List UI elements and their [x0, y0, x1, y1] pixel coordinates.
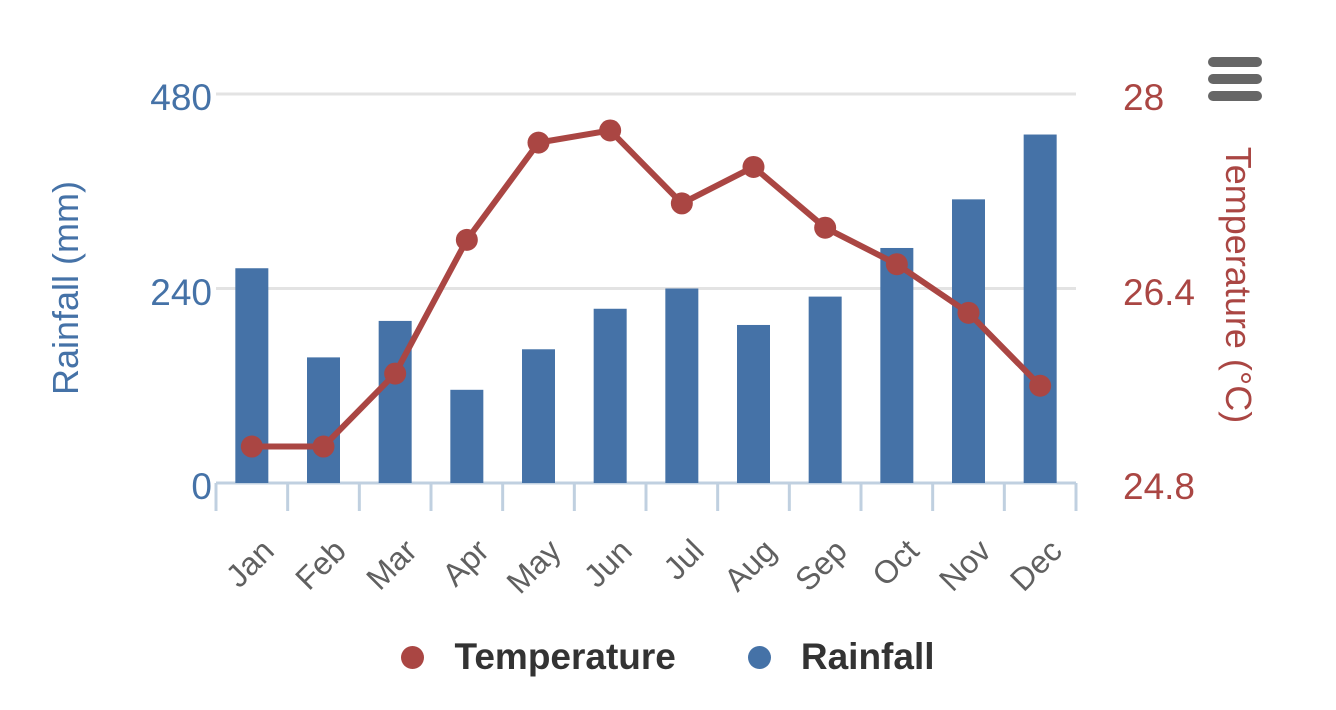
temp-point-dec[interactable]	[1029, 374, 1052, 397]
legend: Temperature Rainfall	[0, 629, 1336, 685]
legend-item-rainfall[interactable]: Rainfall	[747, 636, 935, 677]
bar-oct[interactable]	[880, 247, 914, 483]
bar-mar[interactable]	[378, 320, 412, 483]
temp-point-mar[interactable]	[384, 362, 407, 385]
temp-point-jul[interactable]	[670, 192, 693, 215]
temp-point-aug[interactable]	[742, 155, 765, 178]
hamburger-bar	[1208, 74, 1262, 84]
bar-may[interactable]	[522, 349, 555, 483]
temperature-line	[248, 127, 1044, 450]
y-right-tick-26.4: 26.4	[1123, 271, 1196, 313]
hamburger-bar	[1208, 57, 1262, 67]
y-axis-right-title: Temperature (°C)	[1218, 146, 1259, 424]
rainfall-legend-marker-icon	[747, 645, 771, 669]
bar-nov[interactable]	[952, 199, 985, 483]
legend-label-rainfall: Rainfall	[800, 636, 935, 677]
y-left-tick-240: 240	[150, 271, 212, 313]
y-right-tick-24.8: 24.8	[1123, 466, 1196, 507]
bar-apr[interactable]	[450, 389, 484, 483]
bar-jul[interactable]	[665, 288, 699, 484]
legend-item-temperature[interactable]: Temperature	[401, 636, 676, 677]
temp-point-oct[interactable]	[885, 253, 908, 276]
y-axis-left-title: Rainfall (mm)	[45, 180, 86, 396]
hamburger-menu-icon[interactable]	[1208, 57, 1262, 101]
temp-point-sep[interactable]	[814, 216, 837, 239]
temp-point-may[interactable]	[527, 131, 550, 154]
y-right-tick-28: 28	[1123, 77, 1165, 118]
temp-point-nov[interactable]	[957, 301, 980, 324]
bar-jun[interactable]	[593, 308, 627, 483]
temp-point-feb[interactable]	[312, 435, 335, 458]
hamburger-bar	[1208, 91, 1262, 101]
bar-sep[interactable]	[808, 296, 842, 483]
legend-label-temperature: Temperature	[454, 636, 676, 677]
bar-dec[interactable]	[1023, 134, 1057, 484]
bar-feb[interactable]	[307, 357, 340, 483]
temp-point-jun[interactable]	[599, 119, 622, 142]
temperature-legend-marker-icon	[401, 645, 425, 669]
bar-aug[interactable]	[737, 324, 770, 483]
temp-point-jan[interactable]	[240, 435, 263, 458]
y-left-tick-480: 480	[150, 77, 212, 118]
y-left-tick-0: 0	[191, 466, 212, 507]
temp-point-apr[interactable]	[455, 228, 478, 251]
